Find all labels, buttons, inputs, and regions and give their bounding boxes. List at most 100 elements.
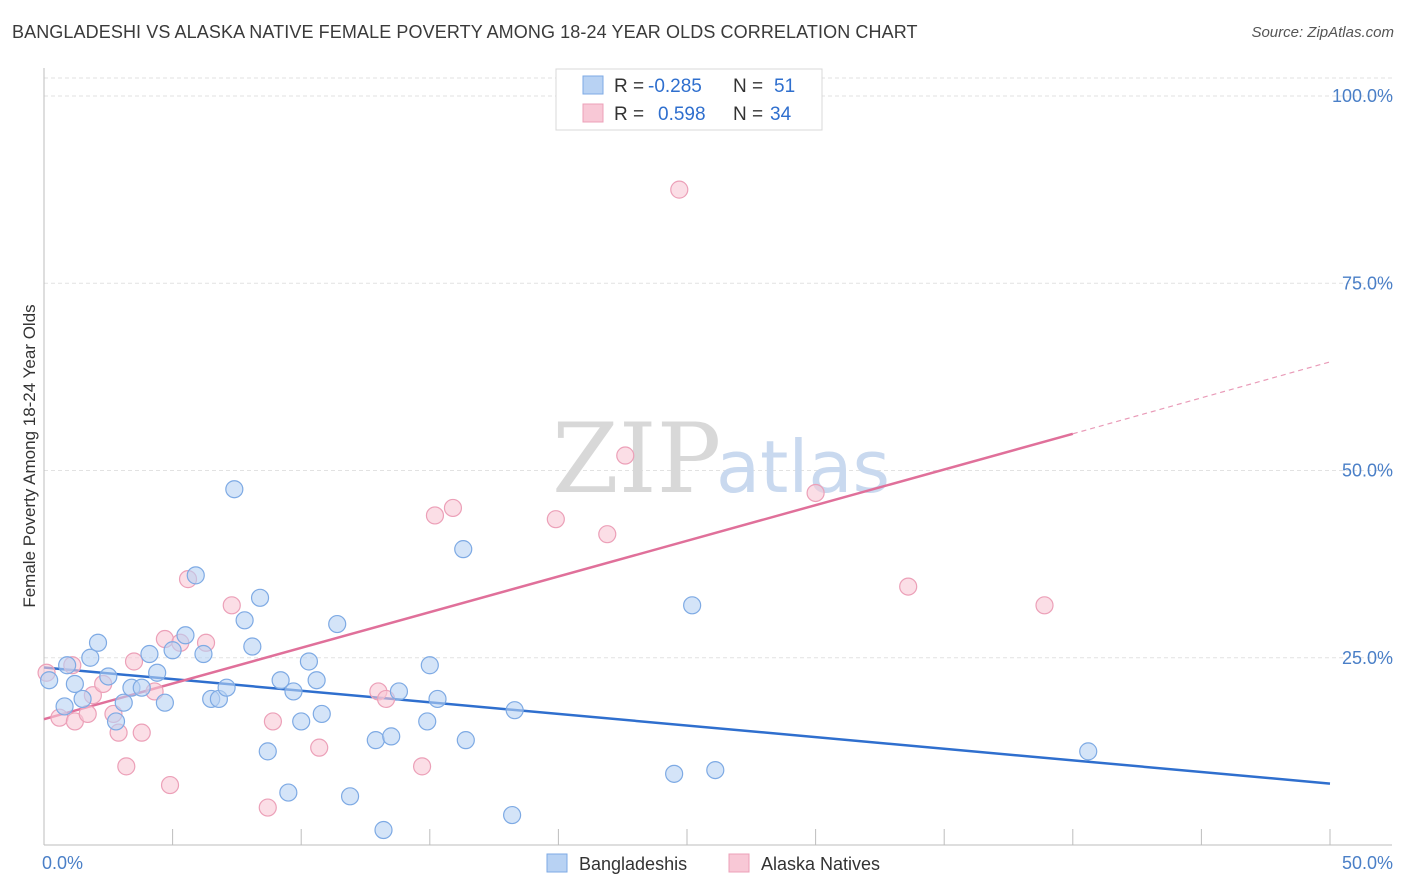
legend-r-label: R = <box>614 104 644 125</box>
point-bangladeshis <box>374 820 393 840</box>
chart-title: BANGLADESHI VS ALASKA NATIVE FEMALE POVE… <box>12 22 918 42</box>
point-bangladeshis <box>428 689 447 709</box>
point-bangladeshis <box>40 671 59 690</box>
point-alaska-natives <box>806 483 825 503</box>
legend-r-value: -0.285 <box>648 76 702 97</box>
point-alaska-natives <box>425 506 445 525</box>
point-bangladeshis <box>279 783 298 802</box>
point-bangladeshis <box>299 652 319 671</box>
legend-n-value: 51 <box>774 76 795 97</box>
point-bangladeshis <box>683 596 702 615</box>
point-bangladeshis <box>271 671 290 690</box>
point-bangladeshis <box>155 693 174 712</box>
trend-line-bangladeshis <box>43 666 1331 785</box>
point-alaska-natives <box>124 652 144 671</box>
point-alaska-natives <box>412 757 432 776</box>
point-bangladeshis <box>132 678 151 697</box>
point-bangladeshis <box>194 644 213 664</box>
legend-n-label: N = <box>733 104 763 125</box>
y-tick-label: 75.0% <box>1342 273 1393 293</box>
point-alaska-natives <box>1035 596 1054 615</box>
point-bangladeshis <box>420 656 439 675</box>
y-tick-label: 100.0% <box>1332 86 1393 106</box>
watermark-zip: ZIP <box>552 403 721 515</box>
point-alaska-natives <box>258 798 277 817</box>
bottom-legend-label: Bangladeshis <box>579 854 687 874</box>
point-bangladeshis <box>148 663 167 682</box>
axes <box>43 68 1392 846</box>
watermark-atlas: atlas <box>716 425 890 509</box>
chart-source: Source: ZipAtlas.com <box>1251 24 1394 41</box>
tick-labels: 25.0% 50.0% 75.0% 100.0% 0.0% 50.0% <box>42 86 1393 873</box>
point-bangladeshis <box>186 566 205 585</box>
point-bangladeshis <box>73 689 92 709</box>
point-bangladeshis <box>114 693 133 712</box>
point-alaska-natives <box>222 596 241 615</box>
point-bangladeshis <box>307 671 326 690</box>
point-bangladeshis <box>292 712 311 731</box>
point-alaska-natives <box>670 180 689 199</box>
point-alaska-natives <box>598 525 617 544</box>
legend: R = -0.285 N = 51 R = 0.598 N = 34 <box>555 68 823 131</box>
x-tick-label: 0.0% <box>42 853 83 873</box>
point-bangladeshis <box>389 682 409 701</box>
bottom-legend-label: Alaska Natives <box>761 854 880 874</box>
trend-lines <box>43 361 1331 785</box>
bottom-legend: Bangladeshis Alaska Natives <box>546 853 880 874</box>
y-axis-label: Female Poverty Among 18-24 Year Olds <box>20 304 39 607</box>
point-bangladeshis <box>81 648 100 667</box>
legend-r-label: R = <box>614 76 644 97</box>
point-bangladeshis <box>99 667 118 686</box>
point-alaska-natives <box>310 738 329 757</box>
point-bangladeshis <box>312 704 331 724</box>
bottom-legend-swatch-bangladeshis <box>546 853 568 873</box>
point-bangladeshis <box>665 764 684 783</box>
point-bangladeshis <box>258 742 277 761</box>
point-bangladeshis <box>235 611 254 630</box>
point-bangladeshis <box>250 588 270 607</box>
point-bangladeshis <box>1079 742 1098 761</box>
points-alaska-natives <box>37 180 1054 817</box>
point-bangladeshis <box>163 641 182 660</box>
point-bangladeshis <box>366 731 385 750</box>
point-bangladeshis <box>88 633 108 652</box>
point-bangladeshis <box>106 712 126 731</box>
point-bangladeshis <box>225 480 244 499</box>
point-bangladeshis <box>140 644 159 664</box>
point-bangladeshis <box>55 697 74 716</box>
bottom-legend-swatch-alaska-natives <box>728 853 750 873</box>
point-bangladeshis <box>65 674 84 694</box>
point-alaska-natives <box>160 775 180 795</box>
y-tick-label: 50.0% <box>1342 461 1393 481</box>
point-alaska-natives <box>117 757 136 776</box>
point-bangladeshis <box>243 637 262 656</box>
point-alaska-natives <box>443 498 463 518</box>
point-bangladeshis <box>382 727 401 746</box>
point-bangladeshis <box>505 701 524 720</box>
point-bangladeshis <box>58 656 77 675</box>
point-bangladeshis <box>217 678 236 697</box>
y-tick-label: 25.0% <box>1342 648 1393 668</box>
point-bangladeshis <box>418 712 437 731</box>
legend-swatch-bangladeshis <box>582 75 604 95</box>
point-bangladeshis <box>706 760 725 780</box>
x-tick-label: 50.0% <box>1342 853 1393 873</box>
point-bangladeshis <box>340 787 360 806</box>
point-bangladeshis <box>328 614 347 634</box>
watermark: ZIP atlas <box>552 403 890 515</box>
point-alaska-natives <box>899 577 918 596</box>
point-alaska-natives <box>616 446 635 465</box>
gridlines <box>44 77 1392 659</box>
point-bangladeshis <box>176 626 195 645</box>
point-alaska-natives <box>263 712 283 731</box>
point-bangladeshis <box>454 540 473 559</box>
point-alaska-natives <box>546 510 565 529</box>
legend-r-value: 0.598 <box>658 104 706 125</box>
point-bangladeshis <box>503 805 522 825</box>
legend-n-label: N = <box>733 76 763 97</box>
trend-line-alaska-natives-extension <box>1072 361 1331 435</box>
legend-n-value: 34 <box>770 104 792 125</box>
points-bangladeshis <box>40 480 1098 840</box>
trend-line-alaska-natives <box>43 432 1074 721</box>
